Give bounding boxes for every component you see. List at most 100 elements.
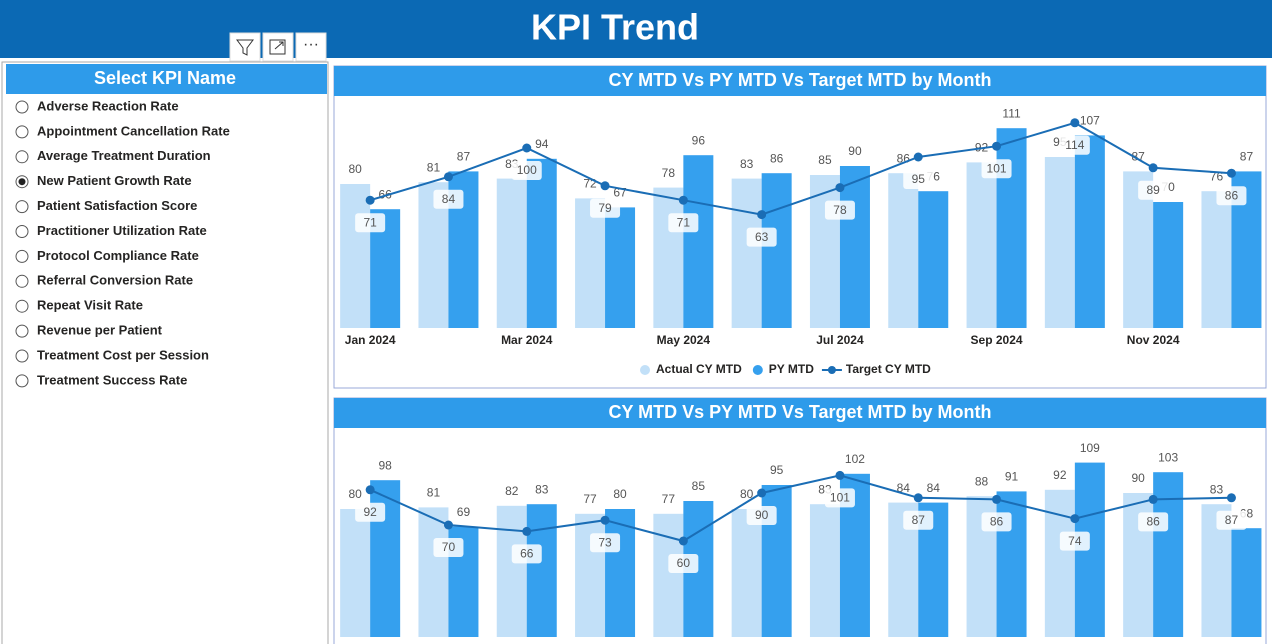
bar <box>653 513 684 637</box>
plot: 8081837278838586929587766687946796869076… <box>340 106 1262 347</box>
bar <box>996 128 1027 328</box>
slicer-panel <box>1 61 329 644</box>
data-label: 71 <box>677 215 691 229</box>
data-label: 86 <box>1225 188 1239 202</box>
data-label: 79 <box>598 201 612 215</box>
x-tick-label: Jan 2024 <box>345 333 396 347</box>
data-label-box <box>981 512 1012 532</box>
data-label: 86 <box>1146 515 1160 529</box>
data-label-box <box>1216 186 1247 206</box>
data-label-box <box>1059 531 1090 551</box>
slicer-option[interactable]: Treatment Cost per Session <box>37 347 209 362</box>
slicer-option[interactable]: Practitioner Utilization Rate <box>37 223 207 238</box>
data-label: 71 <box>363 215 377 229</box>
target-point <box>1148 163 1158 173</box>
slicer-option[interactable]: Referral Conversion Rate <box>37 273 193 288</box>
data-label: 84 <box>897 481 911 495</box>
radio-button[interactable] <box>15 324 29 338</box>
bar <box>340 184 371 328</box>
slicer-option[interactable]: Revenue per Patient <box>37 323 163 338</box>
radio-button[interactable] <box>15 299 29 313</box>
data-label: 80 <box>348 162 362 176</box>
data-label: 83 <box>1210 482 1224 496</box>
radio-button[interactable] <box>15 249 29 263</box>
target-point <box>1148 494 1158 504</box>
data-label: 77 <box>662 492 676 506</box>
slicer-option[interactable]: Average Treatment Duration <box>37 148 211 163</box>
legend-marker <box>752 365 763 375</box>
radio-button[interactable] <box>15 125 29 139</box>
bar <box>809 504 840 637</box>
data-label-box <box>355 502 386 522</box>
bar <box>888 173 919 328</box>
radio-button[interactable] <box>15 374 29 388</box>
more-button[interactable] <box>295 32 327 62</box>
legend-label: Target CY MTD <box>846 362 931 376</box>
data-label: 102 <box>845 452 865 466</box>
slicer-option[interactable]: New Patient Growth Rate <box>37 173 192 188</box>
data-label: 87 <box>1240 150 1254 164</box>
target-point <box>1226 168 1236 178</box>
x-tick-label: Mar 2024 <box>501 333 553 347</box>
radio-button[interactable] <box>15 349 29 363</box>
data-label-box <box>824 488 855 508</box>
bar <box>418 507 449 637</box>
more-icon: ··· <box>303 36 319 53</box>
data-label: 60 <box>677 556 691 570</box>
data-label: 80 <box>613 487 627 501</box>
data-label-box <box>433 538 464 557</box>
data-label: 77 <box>583 492 597 506</box>
data-label: 91 <box>1005 470 1019 484</box>
slicer-option[interactable]: Patient Satisfaction Score <box>37 198 197 213</box>
legend-marker <box>640 365 650 375</box>
target-line <box>369 474 1232 543</box>
target-point <box>678 536 688 546</box>
bar <box>340 509 371 637</box>
header-bar <box>0 0 1272 58</box>
bar <box>683 155 714 328</box>
radio-button[interactable] <box>15 150 29 164</box>
filter-button[interactable] <box>229 32 261 62</box>
target-point <box>913 152 923 162</box>
data-label: 66 <box>520 547 534 561</box>
data-label: 85 <box>818 153 832 167</box>
chart-panel <box>333 397 1267 644</box>
bar <box>1201 191 1232 328</box>
data-label: 87 <box>912 513 926 527</box>
bar <box>653 187 684 328</box>
data-label: 87 <box>457 150 471 164</box>
chart-title: CY MTD Vs PY MTD Vs Target MTD by Month <box>608 70 991 90</box>
bar <box>575 513 606 637</box>
x-tick-label: Sep 2024 <box>971 333 1023 347</box>
target-point <box>365 485 375 495</box>
radio-button[interactable] <box>15 225 29 238</box>
data-label-box <box>511 544 542 564</box>
slicer-option[interactable]: Appointment Cancellation Rate <box>37 123 230 138</box>
slicer-option[interactable]: Protocol Compliance Rate <box>37 248 199 263</box>
radio-button[interactable] <box>15 100 29 114</box>
radio-button[interactable] <box>15 274 29 288</box>
data-label: 89 <box>1146 183 1160 197</box>
data-label: 86 <box>990 515 1004 529</box>
data-label: 84 <box>927 481 941 495</box>
data-label: 85 <box>692 479 706 493</box>
data-label: 83 <box>535 482 549 496</box>
slicer-option[interactable]: Treatment Success Rate <box>37 372 187 387</box>
radio-button[interactable] <box>15 200 29 214</box>
bar <box>1153 202 1184 328</box>
target-point <box>1070 514 1080 524</box>
target-point <box>522 143 532 153</box>
data-label: 101 <box>830 491 850 505</box>
data-label: 107 <box>1080 114 1100 128</box>
bar <box>918 191 949 328</box>
legend-label: Actual CY MTD <box>656 362 742 376</box>
data-label: 90 <box>1131 471 1145 485</box>
data-label: 87 <box>1225 513 1239 527</box>
target-point <box>600 515 610 525</box>
bar <box>605 509 636 637</box>
data-label-box <box>903 170 934 189</box>
slicer-option[interactable]: Repeat Visit Rate <box>37 298 143 313</box>
slicer-option[interactable]: Adverse Reaction Rate <box>37 98 179 113</box>
target-line <box>369 121 1232 216</box>
